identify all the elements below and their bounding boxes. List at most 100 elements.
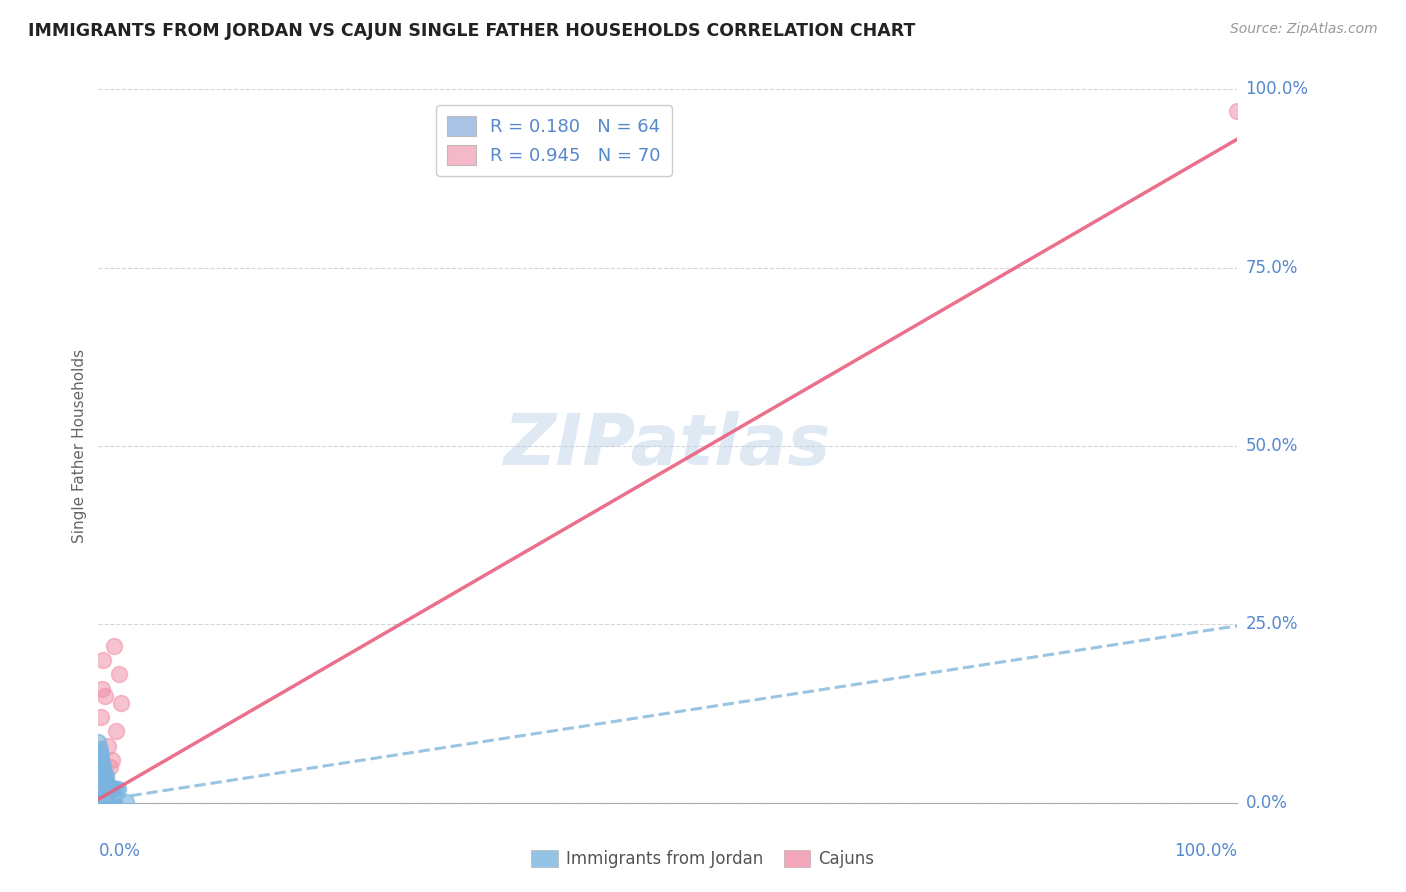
Point bbox=[96, 789, 118, 804]
Point bbox=[93, 795, 115, 809]
Point bbox=[87, 783, 110, 797]
Point bbox=[90, 780, 112, 795]
Point bbox=[97, 796, 120, 810]
Point bbox=[101, 795, 124, 809]
Point bbox=[91, 781, 114, 796]
Point bbox=[107, 781, 129, 796]
Point bbox=[100, 794, 122, 808]
Point bbox=[98, 760, 121, 774]
Point bbox=[90, 710, 112, 724]
Point bbox=[115, 795, 138, 809]
Point bbox=[90, 795, 112, 809]
Point bbox=[103, 791, 125, 805]
Point bbox=[98, 789, 121, 804]
Point bbox=[1226, 103, 1249, 118]
Point bbox=[103, 639, 125, 653]
Point bbox=[100, 780, 122, 795]
Point bbox=[91, 795, 114, 809]
Point bbox=[96, 795, 118, 809]
Point bbox=[93, 794, 115, 808]
Point bbox=[90, 767, 112, 781]
Point bbox=[89, 791, 111, 805]
Point bbox=[94, 790, 117, 805]
Point bbox=[94, 790, 117, 805]
Point bbox=[96, 787, 118, 801]
Point bbox=[96, 790, 118, 805]
Point bbox=[94, 790, 117, 805]
Point bbox=[90, 791, 112, 805]
Point bbox=[103, 794, 125, 808]
Point bbox=[90, 781, 112, 796]
Point bbox=[89, 780, 111, 795]
Point bbox=[91, 653, 114, 667]
Point bbox=[97, 780, 120, 795]
Point bbox=[90, 779, 112, 793]
Point bbox=[91, 775, 114, 789]
Point bbox=[87, 796, 110, 810]
Text: ZIPatlas: ZIPatlas bbox=[505, 411, 831, 481]
Point bbox=[93, 778, 115, 792]
Point bbox=[90, 776, 112, 790]
Point bbox=[91, 793, 114, 807]
Point bbox=[90, 772, 112, 787]
Point bbox=[90, 793, 112, 807]
Point bbox=[94, 780, 117, 795]
Point bbox=[89, 746, 111, 760]
Point bbox=[94, 792, 117, 806]
Point bbox=[94, 689, 117, 703]
Point bbox=[101, 753, 124, 767]
Point bbox=[97, 789, 120, 804]
Point bbox=[87, 735, 110, 749]
Point bbox=[96, 774, 118, 789]
Point bbox=[100, 780, 122, 794]
Point bbox=[110, 696, 132, 710]
Point bbox=[90, 779, 112, 793]
Point bbox=[89, 792, 111, 806]
Point bbox=[97, 795, 120, 809]
Legend: R = 0.180   N = 64, R = 0.945   N = 70: R = 0.180 N = 64, R = 0.945 N = 70 bbox=[436, 105, 672, 176]
Point bbox=[89, 779, 111, 793]
Point bbox=[94, 777, 117, 791]
Point bbox=[91, 760, 114, 774]
Text: 100.0%: 100.0% bbox=[1174, 842, 1237, 860]
Point bbox=[89, 784, 111, 798]
Point bbox=[90, 681, 112, 696]
Point bbox=[94, 792, 117, 806]
Point bbox=[90, 786, 112, 800]
Point bbox=[90, 774, 112, 789]
Text: 0.0%: 0.0% bbox=[1246, 794, 1288, 812]
Point bbox=[90, 789, 112, 804]
Point bbox=[94, 767, 117, 781]
Point bbox=[97, 790, 120, 805]
Point bbox=[94, 780, 117, 795]
Y-axis label: Single Father Households: Single Father Households bbox=[72, 349, 87, 543]
Point bbox=[94, 793, 117, 807]
Point bbox=[89, 794, 111, 808]
Point bbox=[90, 753, 112, 767]
Point bbox=[89, 742, 111, 756]
Point bbox=[96, 785, 118, 799]
Point bbox=[90, 785, 112, 799]
Point bbox=[89, 793, 111, 807]
Point bbox=[104, 782, 127, 797]
Point bbox=[96, 792, 118, 806]
Text: 100.0%: 100.0% bbox=[1246, 80, 1309, 98]
Point bbox=[96, 791, 118, 805]
Point bbox=[101, 793, 124, 807]
Point bbox=[91, 789, 114, 804]
Text: 0.0%: 0.0% bbox=[98, 842, 141, 860]
Point bbox=[101, 783, 124, 797]
Point bbox=[89, 789, 111, 804]
Point bbox=[93, 789, 115, 804]
Legend: Immigrants from Jordan, Cajuns: Immigrants from Jordan, Cajuns bbox=[524, 843, 882, 875]
Point bbox=[96, 796, 118, 810]
Point bbox=[104, 724, 127, 739]
Point bbox=[108, 667, 131, 681]
Point bbox=[90, 785, 112, 799]
Point bbox=[91, 776, 114, 790]
Point bbox=[94, 785, 117, 799]
Point bbox=[98, 789, 121, 803]
Point bbox=[91, 781, 114, 796]
Point bbox=[87, 791, 110, 805]
Point bbox=[89, 764, 111, 778]
